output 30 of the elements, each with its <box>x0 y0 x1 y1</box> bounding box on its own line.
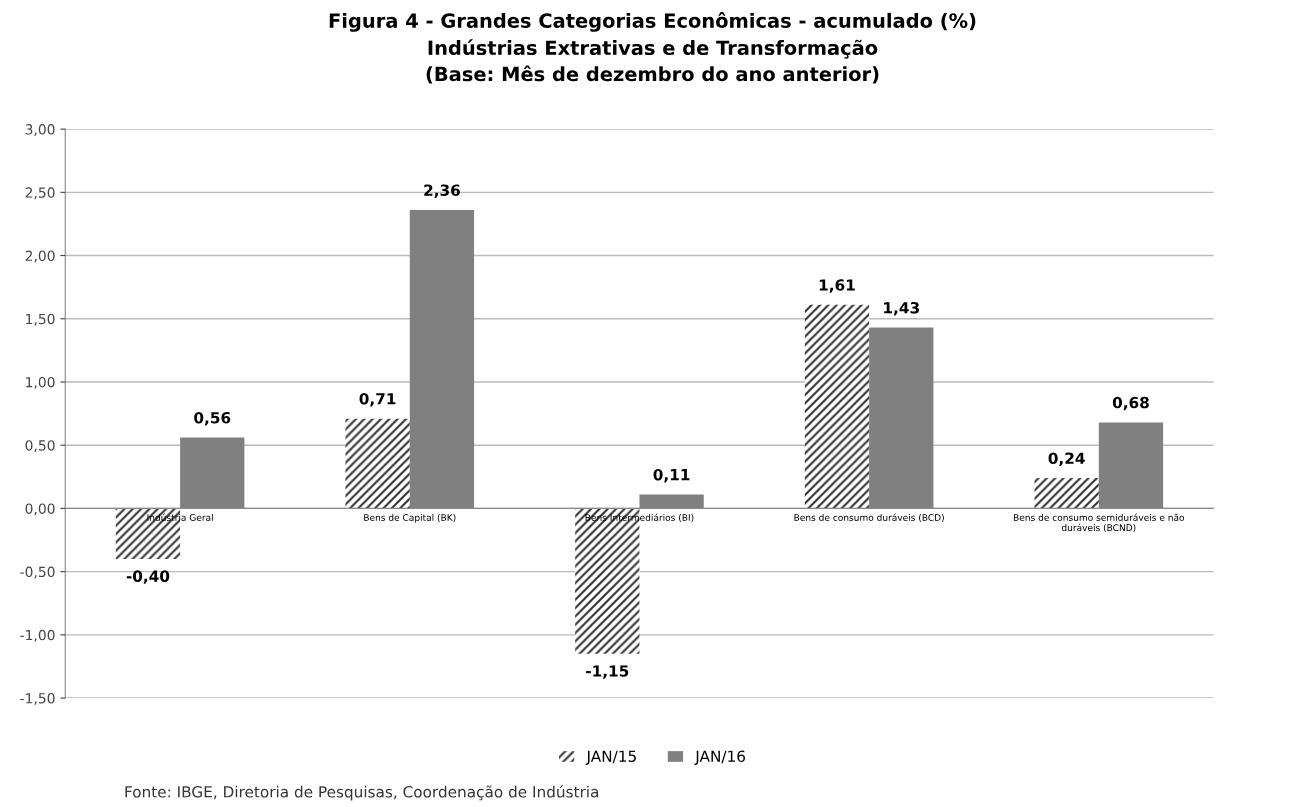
bar <box>1034 478 1099 509</box>
source-note: Fonte: IBGE, Diretoria de Pesquisas, Coordenação de Indústria <box>125 785 599 801</box>
x-tick-label: Bens de consumo semiduráveis e não duráveis (BCND) <box>1013 513 1185 533</box>
y-tick-label: 2,50 <box>25 187 55 200</box>
y-tick-label: 0,00 <box>25 503 55 516</box>
data-label: 1,61 <box>819 279 855 293</box>
data-label: 0,71 <box>359 393 396 407</box>
bar <box>804 304 870 509</box>
x-tick-label: Bens de Capital (BK) <box>364 513 456 523</box>
y-tick-label: 1,50 <box>26 313 55 326</box>
legend-label: JAN/15 <box>585 750 636 765</box>
bar <box>345 418 410 509</box>
y-tick-label: -0,50 <box>20 566 55 579</box>
y-tick-label: 1,00 <box>26 376 55 389</box>
y-tick-label: 3,00 <box>25 124 55 137</box>
y-tick-label: -1,00 <box>20 629 55 642</box>
x-tick-label: Bens de consumo duráveis (BCD) <box>794 513 944 523</box>
data-label: -1,15 <box>586 665 629 679</box>
legend-label: JAN/16 <box>694 750 746 765</box>
data-label: 0,68 <box>1112 396 1149 411</box>
chart-title: Figura 4 - Grandes Categorias Econômicas - acumulado (%) Indústrias Extrativas e de Transformação (Base: Mês de dezembro do ano anterior) <box>329 12 976 84</box>
data-label: 0,24 <box>1048 452 1085 466</box>
data-label: 0,11 <box>653 468 690 483</box>
y-tick-label: -1,50 <box>20 693 55 705</box>
data-label: -0,40 <box>126 570 170 584</box>
data-label: 1,43 <box>884 301 919 316</box>
y-tick-label: 0,50 <box>25 440 55 453</box>
y-tick-label: 2,00 <box>25 250 55 263</box>
data-label: 2,36 <box>424 184 460 198</box>
data-label: 0,56 <box>194 411 231 426</box>
